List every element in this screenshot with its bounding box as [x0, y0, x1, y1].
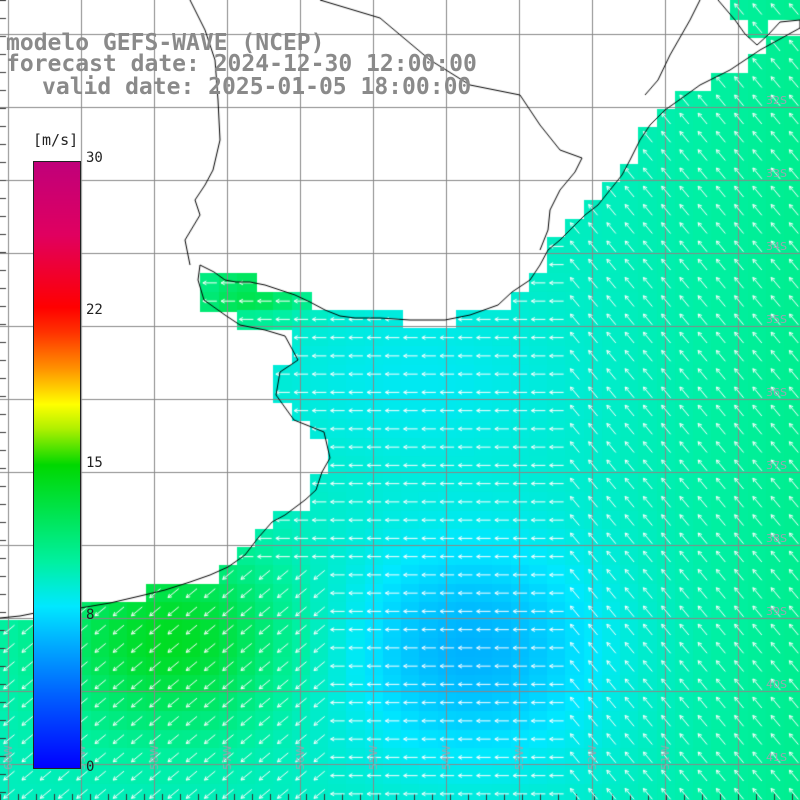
- colorbar-tick-30: 30: [86, 150, 103, 166]
- colorbar-tick-22: 22: [86, 302, 103, 318]
- lat-label-37s: 37S: [766, 459, 787, 472]
- valid-date: valid date: 2025-01-05 18:00:00: [42, 74, 472, 100]
- lat-label-35s: 35S: [766, 313, 787, 326]
- model-title: modelo GEFS-WAVE (NCEP): [6, 30, 325, 56]
- lat-label-36s: 36S: [766, 386, 787, 399]
- colorbar-tick-15: 15: [86, 455, 103, 471]
- colorbar-tick-8: 8: [86, 607, 95, 623]
- colorbar-tick-0: 0: [86, 759, 95, 775]
- forecast-date: forecast date: 2024-12-30 12:00:00: [6, 51, 477, 77]
- lat-label-38s: 38S: [766, 532, 787, 545]
- lat-label-33s: 33S: [766, 167, 787, 180]
- lat-label-40s: 40S: [766, 678, 787, 691]
- lat-label-32s: 32S: [766, 94, 787, 107]
- colorbar-units: [m/s]: [33, 131, 79, 149]
- lat-label-41s: 41S: [766, 751, 787, 764]
- lat-label-39s: 39S: [766, 605, 787, 618]
- colorbar: [33, 161, 81, 769]
- lat-label-34s: 34S: [766, 240, 787, 253]
